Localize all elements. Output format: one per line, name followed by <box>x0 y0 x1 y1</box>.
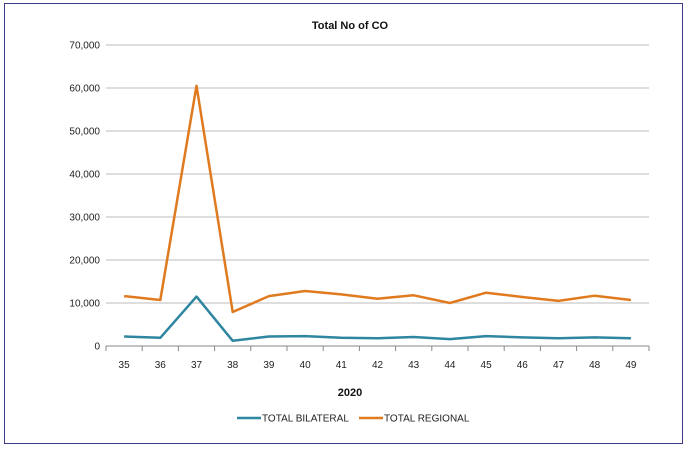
chart-frame: Total No of CO 0 10,000 20,000 30,000 40,000… <box>4 3 683 444</box>
series-lines <box>123 84 632 343</box>
x-tick-label: 35 <box>119 360 131 371</box>
x-tick-label: 42 <box>372 360 384 371</box>
y-tick-label: 40,000 <box>69 170 100 181</box>
legend-label: TOTAL REGIONAL <box>384 414 470 425</box>
y-tick-label: 30,000 <box>69 213 100 224</box>
x-tick-label: 47 <box>553 360 565 371</box>
x-tick-label: 48 <box>589 360 601 371</box>
legend: TOTAL BILATERAL TOTAL REGIONAL <box>237 414 470 425</box>
series-line-total-bilateral <box>124 295 631 343</box>
y-tick-label: 20,000 <box>69 256 100 267</box>
legend-label: TOTAL BILATERAL <box>262 414 349 425</box>
y-axis-ticks: 0 10,000 20,000 30,000 40,000 50,000 60,000 70,… <box>69 41 100 353</box>
x-tick-label: 45 <box>481 360 493 371</box>
x-tick-label: 40 <box>300 360 312 371</box>
chart-title: Total No of CO <box>312 20 389 32</box>
x-tick-label: 44 <box>444 360 456 371</box>
x-tick-label: 38 <box>227 360 239 371</box>
x-tick-label: 49 <box>625 360 637 371</box>
x-axis-title: 2020 <box>338 387 362 399</box>
x-tick-label: 41 <box>336 360 348 371</box>
y-tick-label: 0 <box>94 342 100 353</box>
series-line-total-regional <box>123 84 632 314</box>
y-tick-label: 60,000 <box>69 84 100 95</box>
x-tick-label: 36 <box>155 360 167 371</box>
line-chart: Total No of CO 0 10,000 20,000 30,000 40,000… <box>69 20 650 425</box>
x-tick-label: 37 <box>191 360 203 371</box>
y-tick-label: 50,000 <box>69 127 100 138</box>
x-tick-label: 39 <box>263 360 275 371</box>
x-axis-ticks: 35 36 37 38 39 40 41 42 43 44 45 46 47 48 49 <box>105 346 650 371</box>
x-tick-label: 43 <box>408 360 420 371</box>
x-tick-label: 46 <box>517 360 529 371</box>
y-tick-label: 70,000 <box>69 41 100 52</box>
y-tick-label: 10,000 <box>69 299 100 310</box>
